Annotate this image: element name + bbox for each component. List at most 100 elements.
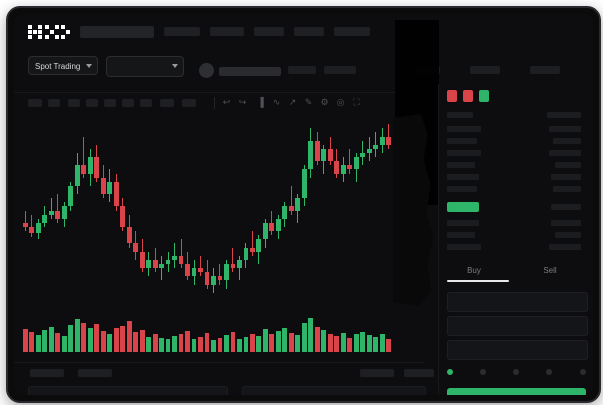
orderbook-row-buy[interactable]: [447, 232, 475, 238]
settings-icon[interactable]: ⚙: [320, 97, 329, 107]
candle-body: [29, 227, 35, 234]
nav-item-2[interactable]: [210, 27, 244, 36]
undo-icon[interactable]: ↩: [222, 97, 231, 107]
candle-body: [353, 157, 359, 170]
volume-bar: [178, 333, 184, 352]
orderbook-row-sell[interactable]: [555, 162, 581, 168]
orderbook-row-sell[interactable]: [447, 138, 477, 144]
orderbook-row-sell[interactable]: [553, 138, 581, 144]
volume-bar: [334, 336, 340, 352]
tab-buy[interactable]: Buy: [467, 266, 481, 275]
orderbook-row-sell[interactable]: [553, 186, 581, 192]
orderbook-row-sell[interactable]: [549, 126, 581, 132]
candle-body: [68, 185, 74, 207]
timeframe-button-4[interactable]: [86, 99, 98, 107]
volume-bar: [48, 326, 54, 352]
market-type-select[interactable]: Spot Trading: [28, 56, 98, 75]
indicator-icon[interactable]: ↗: [288, 97, 297, 107]
volume-bar: [146, 336, 152, 352]
volume-bar: [42, 330, 48, 352]
candle-body: [243, 247, 249, 260]
volume-bar: [165, 339, 171, 352]
orderbook-and-trade-panel: Buy Sell: [438, 84, 593, 395]
orderbook-row-sell[interactable]: [447, 186, 477, 192]
volume-bar: [262, 329, 268, 352]
candle-body: [308, 140, 314, 170]
timeframe-button-8[interactable]: [160, 99, 174, 107]
candle-wick: [31, 214, 33, 238]
volume-bar: [204, 332, 210, 352]
nav-item-3[interactable]: [254, 27, 284, 36]
candle-wick: [238, 255, 240, 281]
price-chart[interactable]: [14, 112, 424, 362]
orderbook-mid-amount: [551, 204, 581, 210]
chart-footer-control-1[interactable]: [30, 369, 64, 377]
orderbook-view-both[interactable]: [447, 90, 457, 102]
timeframe-button-2[interactable]: [48, 99, 60, 107]
redo-icon[interactable]: ↪: [238, 97, 247, 107]
order-total-field[interactable]: [447, 340, 588, 360]
amount-slider[interactable]: [447, 369, 586, 379]
volume-bar: [224, 335, 229, 352]
volume-bar: [282, 327, 288, 352]
timeframe-button-7[interactable]: [140, 99, 152, 107]
camera-icon[interactable]: ◎: [336, 97, 345, 107]
slider-dot[interactable]: [513, 369, 519, 375]
market-type-label: Spot Trading: [35, 62, 81, 71]
volume-bar: [314, 326, 320, 352]
orderbook-view-sell[interactable]: [479, 90, 489, 102]
chevron-down-icon: [172, 64, 178, 68]
chart-footer-control-4[interactable]: [404, 369, 434, 377]
orderbook-row-buy[interactable]: [447, 220, 479, 226]
orderbook-row-sell[interactable]: [447, 174, 479, 180]
orderbook-row-sell[interactable]: [549, 150, 581, 156]
search-input[interactable]: [80, 26, 154, 38]
orderbook-row-buy[interactable]: [549, 244, 581, 250]
orders-panel[interactable]: [28, 386, 228, 395]
orderbook-row-sell[interactable]: [447, 162, 475, 168]
fullscreen-icon[interactable]: ⛶: [353, 97, 360, 107]
candles-icon[interactable]: ▐: [257, 97, 264, 107]
candle-body: [288, 206, 294, 211]
timeframe-button-5[interactable]: [104, 99, 116, 107]
orderbook-row-buy[interactable]: [555, 232, 581, 238]
line-icon[interactable]: ∿: [272, 97, 281, 107]
order-amount-field[interactable]: [447, 316, 588, 336]
chart-footer-control-3[interactable]: [360, 369, 394, 377]
orderbook-row-buy[interactable]: [551, 220, 581, 226]
candle-body: [133, 243, 139, 252]
slider-dot[interactable]: [546, 369, 552, 375]
pair-select[interactable]: [106, 56, 184, 77]
slider-dot[interactable]: [480, 369, 486, 375]
timeframe-button-9[interactable]: [182, 99, 196, 107]
orderbook-row-sell[interactable]: [447, 126, 481, 132]
positions-panel[interactable]: [242, 386, 426, 395]
nav-item-4[interactable]: [294, 27, 324, 36]
orderbook-row-buy[interactable]: [447, 244, 481, 250]
nav-item-1[interactable]: [164, 27, 200, 36]
timeframe-button-6[interactable]: [122, 99, 134, 107]
tab-sell[interactable]: Sell: [543, 266, 557, 275]
slider-dot[interactable]: [580, 369, 586, 375]
slider-dot[interactable]: [447, 369, 453, 375]
timeframe-button-3[interactable]: [68, 99, 80, 107]
volume-bar: [35, 335, 41, 352]
volume-bar: [230, 331, 236, 352]
candle-body: [269, 222, 275, 232]
volume-series: [22, 310, 392, 352]
chart-footer-control-2[interactable]: [78, 369, 112, 377]
order-price-field[interactable]: [447, 292, 588, 312]
okx-logo[interactable]: [28, 25, 70, 39]
orderbook-row-sell[interactable]: [447, 150, 481, 156]
pencil-icon[interactable]: ✎: [304, 97, 313, 107]
orderbook-row-sell[interactable]: [551, 174, 581, 180]
nav-item-5[interactable]: [334, 27, 370, 36]
submit-order-button[interactable]: [447, 388, 586, 395]
candle-wick: [180, 239, 182, 269]
volume-bar: [126, 320, 132, 352]
candle-body: [295, 198, 301, 211]
orderbook-view-buy[interactable]: [463, 90, 473, 102]
timeframe-button-1[interactable]: [28, 99, 42, 107]
candle-body: [81, 165, 87, 174]
toolbar-divider: [214, 97, 215, 109]
